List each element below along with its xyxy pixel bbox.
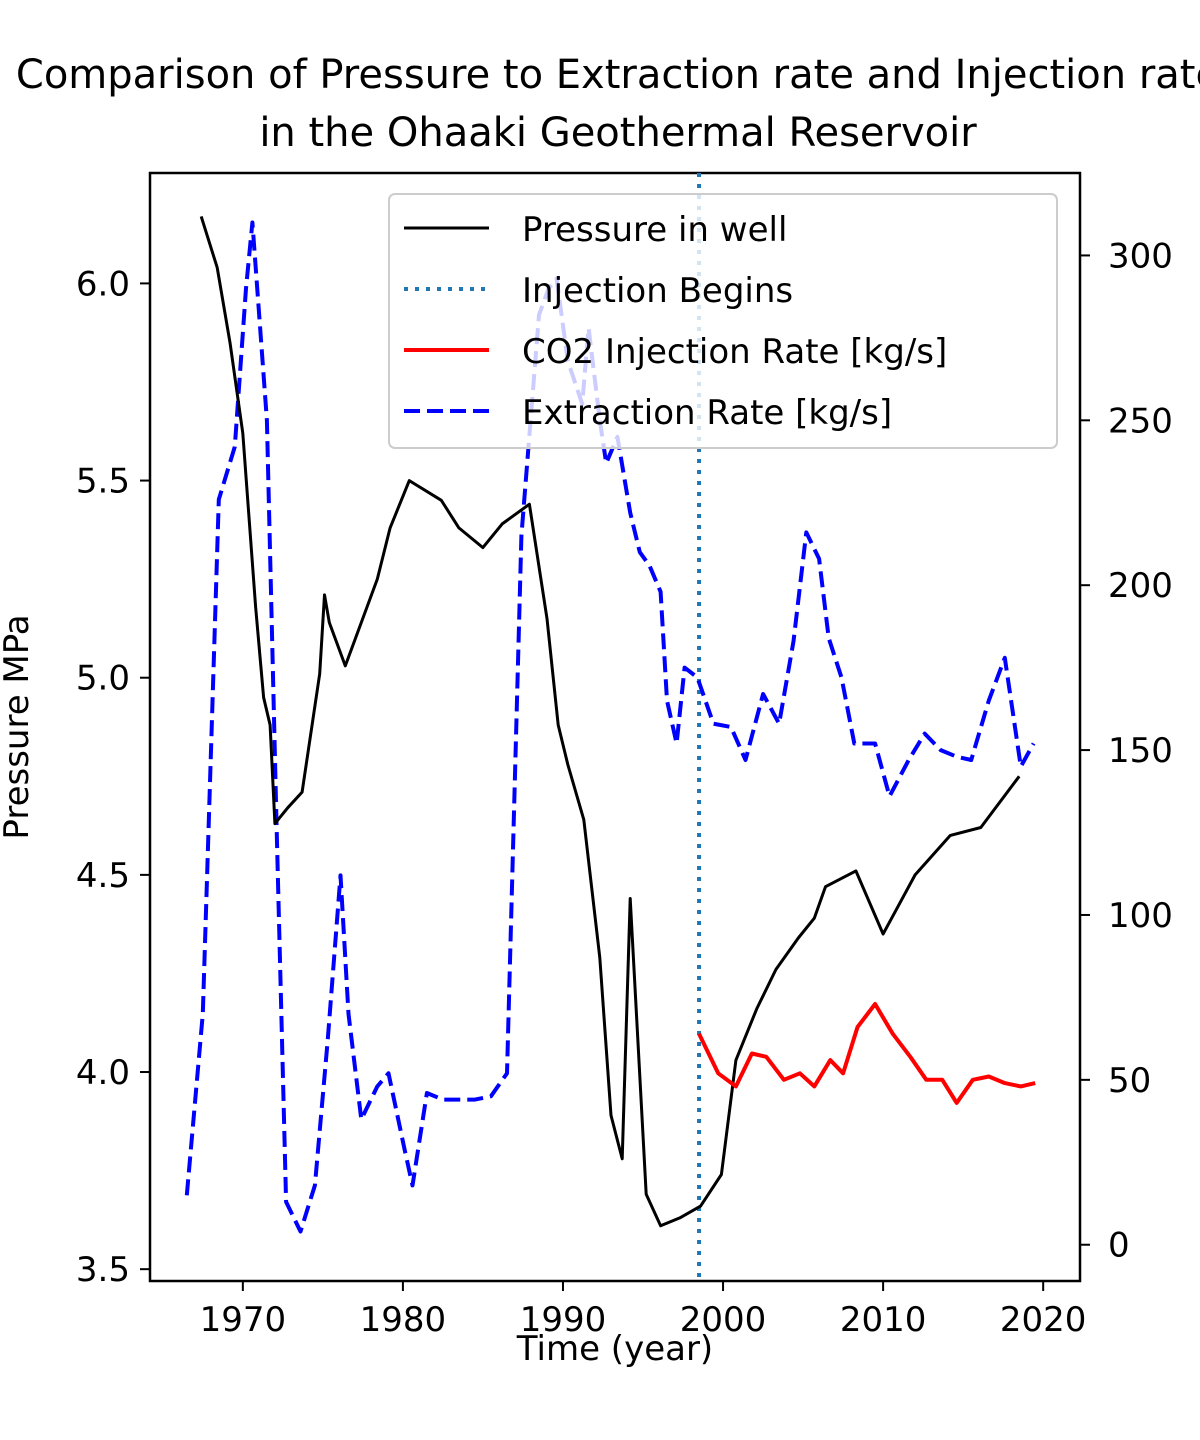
y2-tick-label: 0: [1108, 1226, 1130, 1266]
x-axis-ticks: 1970 1980 1990 2000 2010 2020: [200, 1281, 1087, 1340]
legend-label-extraction: Extraction Rate [kg/s]: [522, 393, 892, 433]
x-tick-label: 1990: [520, 1300, 607, 1340]
y-tick-label: 3.5: [76, 1250, 130, 1290]
y-tick-label: 5.5: [76, 462, 130, 502]
y-axis-label: Pressure MPa: [0, 614, 37, 839]
x-axis-label: Time (year): [516, 1329, 713, 1369]
legend-label-co2-injection: CO2 Injection Rate [kg/s]: [522, 332, 947, 372]
y-tick-label: 4.0: [76, 1053, 130, 1093]
y2-tick-label: 50: [1108, 1061, 1151, 1101]
y-tick-label: 6.0: [76, 264, 130, 304]
legend-label-injection-begins: Injection Begins: [522, 271, 793, 311]
co2-injection-line: [697, 1002, 1036, 1105]
pressure-line: [199, 215, 1021, 1228]
x-tick-label: 2010: [840, 1300, 927, 1340]
y-tick-label: 5.0: [76, 659, 130, 699]
chart-subtitle: in the Ohaaki Geothermal Reservoir: [259, 110, 977, 156]
legend-label-pressure: Pressure in well: [522, 210, 787, 250]
legend: Pressure in well Injection Begins CO2 In…: [388, 193, 1058, 449]
plot-area-frame: [148, 171, 1082, 1283]
x-tick-label: 2020: [1000, 1300, 1087, 1340]
y2-tick-label: 100: [1108, 896, 1173, 936]
chart-title: Comparison of Pressure to Extraction rat…: [16, 52, 1200, 98]
y2-tick-label: 150: [1108, 731, 1173, 771]
x-tick-label: 1970: [200, 1300, 287, 1340]
x-tick-label: 2000: [680, 1300, 767, 1340]
series-layer: [184, 173, 1036, 1281]
legend-box: [388, 193, 1058, 449]
y2-axis-ticks: 0 50 100 150 200 250 300: [1080, 236, 1173, 1266]
y-axis-ticks: 3.5 4.0 4.5 5.0 5.5 6.0: [76, 264, 150, 1290]
y-tick-label: 4.5: [76, 856, 130, 896]
y2-tick-label: 250: [1108, 401, 1173, 441]
y2-tick-label: 200: [1108, 566, 1173, 606]
x-tick-label: 1980: [360, 1300, 447, 1340]
y2-tick-label: 300: [1108, 236, 1173, 276]
